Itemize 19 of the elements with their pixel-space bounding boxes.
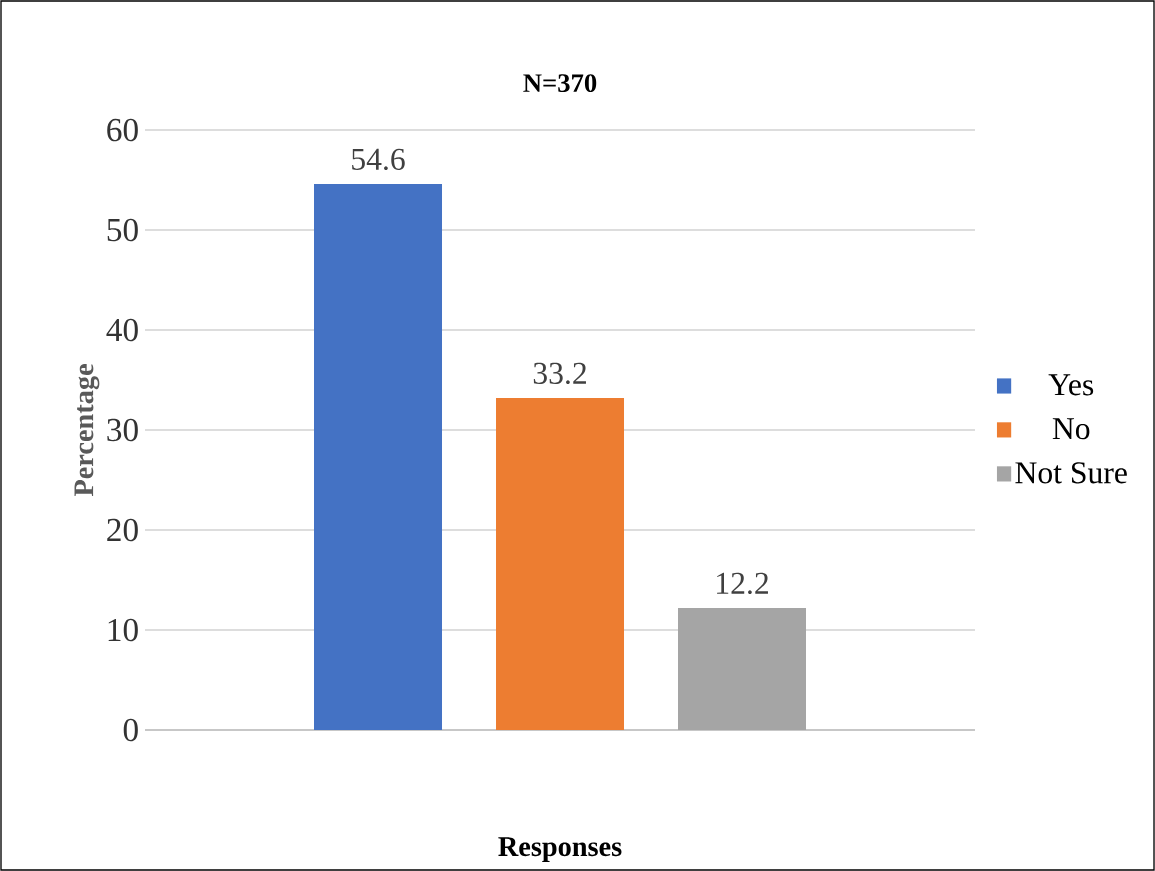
bar — [314, 184, 443, 730]
data-label: 33.2 — [533, 362, 586, 385]
x-axis-title: Responses — [498, 837, 622, 862]
y-tick-label: 30 — [107, 418, 138, 442]
y-tick-label: 60 — [107, 118, 138, 142]
bar — [496, 398, 625, 730]
legend-label: No — [1052, 418, 1090, 440]
bar — [678, 608, 807, 730]
y-tick-label: 0 — [123, 718, 138, 742]
legend-label: Yes — [1048, 374, 1094, 396]
chart-title: N=370 — [523, 74, 597, 93]
legend-label: Not Sure — [1015, 462, 1127, 484]
y-axis-title: Percentage — [74, 364, 100, 497]
y-tick-label: 20 — [107, 518, 138, 542]
data-label: 12.2 — [717, 572, 768, 595]
y-tick-label: 50 — [107, 218, 138, 242]
y-tick-label: 10 — [108, 618, 138, 642]
data-label: 54.6 — [352, 148, 405, 171]
y-tick-label: 40 — [106, 318, 138, 342]
